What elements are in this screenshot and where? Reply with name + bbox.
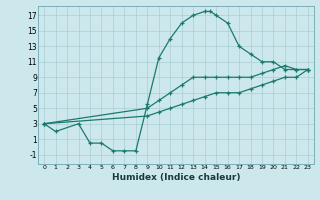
X-axis label: Humidex (Indice chaleur): Humidex (Indice chaleur) bbox=[112, 173, 240, 182]
